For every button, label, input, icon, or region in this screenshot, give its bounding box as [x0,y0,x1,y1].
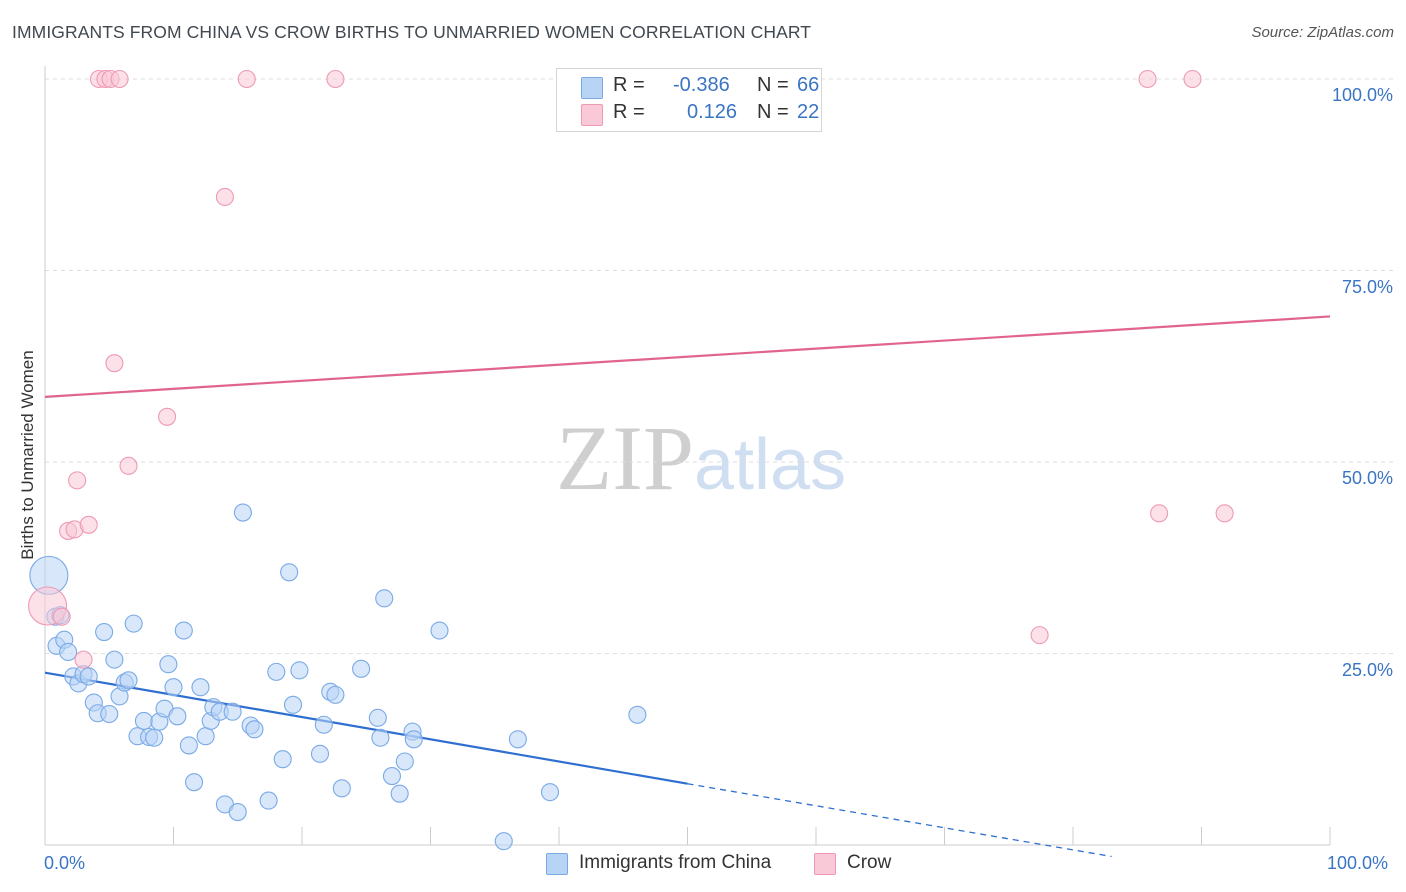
data-point-china [95,623,114,642]
data-point-china [314,715,333,734]
legend-n-value: 22 [797,101,820,123]
data-point-china [290,661,309,680]
data-point-china [164,678,183,697]
chart-title: IMMIGRANTS FROM CHINA VS CROW BIRTHS TO … [12,22,812,42]
trend-line-crow [44,315,1331,398]
data-point-crow [1030,626,1049,645]
x-tick-label-min: 0.0% [44,853,86,873]
data-point-crow [158,407,177,426]
data-point-crow [237,69,256,89]
data-points [28,69,1234,851]
legend-n-value: 66 [797,74,820,96]
data-point-china [352,659,371,678]
data-point-china [159,655,178,674]
y-tick-label: 100.0% [1331,85,1393,105]
legend-swatch-crow [581,104,603,126]
data-point-china [382,767,402,786]
data-point-china [368,708,387,727]
data-point-china [508,730,527,749]
data-point-china [259,791,278,810]
series-label-china: Immigrants from China [579,852,772,873]
data-point-china [390,784,409,803]
data-point-china [185,773,204,792]
axes [44,66,1331,846]
series-swatch-china [546,853,568,875]
data-point-china [310,744,330,763]
y-tick-label: 75.0% [1341,276,1393,297]
data-point-china [124,614,143,633]
data-point-china [628,705,647,724]
data-point-china [134,711,153,730]
data-point-china [191,678,210,697]
legend-r-value: -0.386 [673,74,730,96]
watermark-zip: ZIP [556,407,694,509]
data-point-crow [52,607,71,626]
data-point-china [223,702,242,721]
trend-line-china [44,671,688,785]
series-label-crow: Crow [847,852,892,873]
data-point-china [430,621,449,640]
data-point-china [280,563,299,582]
data-point-china [245,720,264,739]
data-point-china [404,730,423,749]
data-point-china [179,736,198,755]
source-credit: Source: ZipAtlas.com [1251,24,1394,41]
data-point-china [228,803,247,822]
data-point-china [100,704,119,724]
legend-r-label: R = [613,74,645,96]
data-point-china [371,728,390,747]
data-point-crow [74,650,93,669]
y-tick-label: 50.0% [1341,468,1393,488]
data-point-crow [119,456,138,475]
data-point-crow [110,69,129,89]
legend-r-label: R = [613,101,645,123]
data-point-crow [215,187,234,207]
data-point-crow [1138,69,1157,89]
data-point-china [174,621,193,640]
data-point-china [196,727,215,746]
data-point-crow [105,354,124,373]
data-point-crow [68,471,87,490]
data-point-china [283,695,303,714]
data-point-china [267,662,286,681]
data-point-china [375,589,394,608]
series-swatch-crow [814,853,836,875]
data-point-crow [1183,69,1202,89]
data-point-china [119,671,138,690]
data-point-china [326,685,345,704]
legend-r-value: 0.126 [687,101,738,123]
data-point-china [79,667,98,686]
data-point-china [332,779,351,798]
data-point-crow [1215,504,1234,523]
data-point-china [273,750,292,769]
data-point-china [494,832,513,851]
data-point-china [168,707,187,726]
watermark-atlas: atlas [694,425,847,505]
data-point-china [395,752,414,771]
data-point-crow [79,515,98,534]
data-point-china [105,650,124,669]
data-point-china [145,728,164,747]
legend-swatch-china [581,77,603,99]
gridlines [45,78,1394,654]
data-point-crow [326,69,345,89]
data-point-china [59,642,78,662]
watermark: ZIPatlas [556,405,846,511]
trend-lines [44,315,1331,858]
data-point-china [233,503,252,522]
data-point-china [540,783,560,802]
legend-n-label: N = [757,101,789,123]
y-tick-label: 25.0% [1341,659,1393,680]
data-point-crow [1150,504,1169,523]
trend-line-extension [687,783,1112,858]
legend-n-label: N = [757,74,789,96]
correlation-legend: R = -0.386 N = 66 R = 0.126 N = 22 [556,68,822,132]
x-tick-label-max: 100.0% [1327,853,1389,873]
